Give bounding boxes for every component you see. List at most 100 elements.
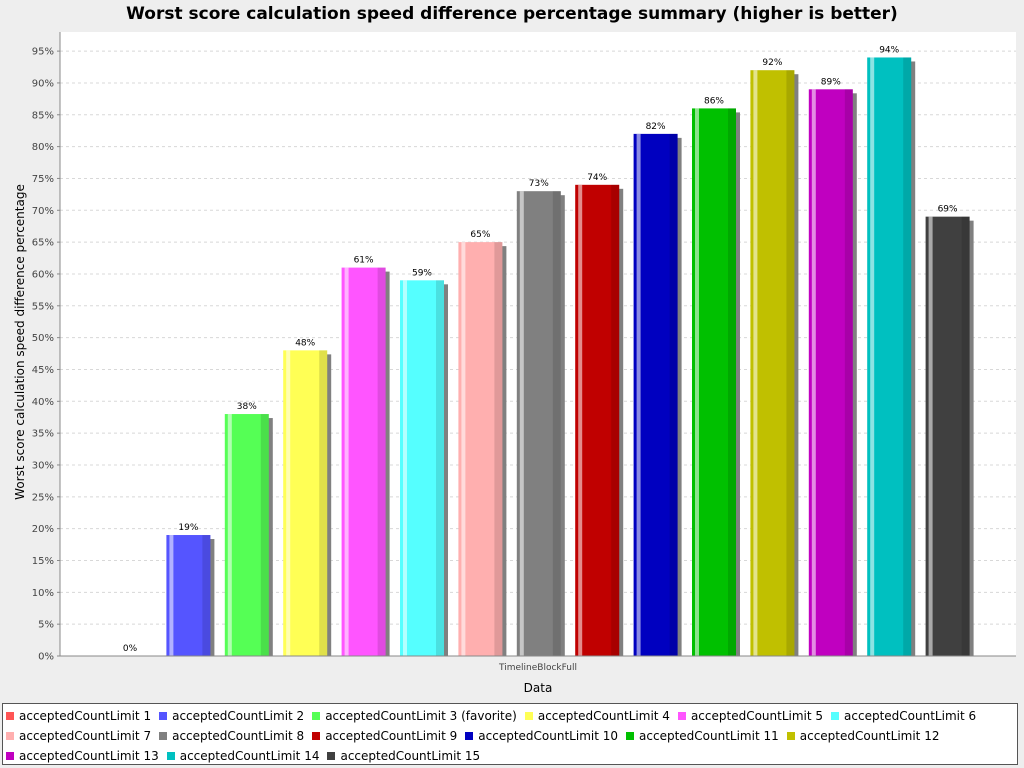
legend-item: acceptedCountLimit 3 (favorite) [312,706,517,726]
bar-edge [844,89,853,656]
chart: Worst score calculation speed difference… [13,4,1016,695]
y-tick-label: 30% [32,460,54,471]
legend-label: acceptedCountLimit 3 (favorite) [325,709,517,723]
legend-label: acceptedCountLimit 10 [478,729,619,743]
legend-swatch [159,712,168,720]
bar-edge [611,184,620,656]
legend-label: acceptedCountLimit 14 [179,749,320,763]
y-axis-ticks: 0% 5% 10% 15% 20% 25% 30% 35% 40% 45% 50% 55% 60% 65%… [32,47,60,663]
legend-label: acceptedCountLimit 7 [19,729,152,743]
legend-label: acceptedCountLimit 5 [690,709,824,723]
y-tick-label: 85% [32,110,54,121]
bar-value-label: 73% [529,179,549,189]
bar-edge [552,191,561,657]
bar [224,414,269,656]
bar-edge [961,216,970,656]
y-tick-label: 70% [32,206,54,217]
y-tick-label: 15% [32,556,54,567]
bar-value-label: 19% [178,523,198,533]
legend-item: acceptedCountLimit 1 [6,706,151,726]
bar-edge [319,350,328,656]
legend-swatch [677,712,686,720]
bar-value-label: 94% [879,45,899,55]
bar-value-label: 69% [938,205,958,215]
legend-item: acceptedCountLimit 7 [6,726,151,746]
legend-item: acceptedCountLimit 12 [786,726,940,746]
bar-value-label: 65% [470,230,490,240]
legend-item: acceptedCountLimit 9 [312,726,457,746]
bar-edge [669,133,678,656]
y-tick-label: 95% [32,47,54,58]
legend-swatch [786,732,795,740]
legend-swatch [6,732,14,740]
bar-value-label: 61% [354,256,374,266]
bar-value-label: 0% [123,644,138,654]
legend-swatch [6,752,14,760]
y-tick-label: 40% [32,397,54,408]
bar-highlight [695,108,699,657]
bar-highlight [870,57,875,657]
bar [516,191,561,657]
bar-highlight [227,414,232,656]
bar-highlight [344,267,349,656]
y-tick-label: 50% [32,333,54,344]
legend-swatch [327,752,336,760]
bar-edge [728,108,736,657]
legend-item: acceptedCountLimit 15 [327,746,480,766]
legend-swatch [159,732,168,740]
legend-item: acceptedCountLimit 6 [831,706,976,726]
bar-value-label: 38% [237,402,257,412]
bar-value-label: 59% [412,268,432,278]
bar-value-label: 48% [295,338,315,348]
legend-label: acceptedCountLimit 8 [172,729,305,743]
y-tick-label: 25% [32,492,54,503]
legend-swatch [831,712,840,720]
legend: acceptedCountLimit 1 acceptedCountLimit 2… [2,703,1018,765]
bar [925,216,970,656]
legend-label: acceptedCountLimit 1 [19,709,152,723]
y-tick-label: 80% [32,142,54,153]
bar-highlight [636,133,641,656]
bar-edge [436,280,444,656]
bar-highlight [519,191,524,657]
bar [808,89,853,656]
bar-highlight [286,350,291,656]
legend-item: acceptedCountLimit 14 [166,746,320,766]
bar-value-label: 82% [646,122,666,132]
bar [867,57,912,657]
bar [166,535,211,656]
bar [400,280,444,656]
legend-label: acceptedCountLimit 11 [639,729,779,743]
y-tick-label: 10% [32,588,54,599]
bar [750,70,795,656]
legend-item: acceptedCountLimit 5 [677,706,824,726]
bar [575,184,620,656]
y-tick-label: 75% [32,174,54,185]
legend-swatch [312,732,321,740]
legend-label: acceptedCountLimit 2 [172,709,305,723]
chart-title: Worst score calculation speed difference… [126,4,898,24]
bar-value-label: 86% [704,96,724,106]
legend-item: acceptedCountLimit 10 [465,726,618,746]
bar-edge [202,535,211,656]
y-tick-label: 0% [38,652,54,663]
x-category-label: TimelineBlockFull [498,663,577,673]
bar-value-label: 92% [762,58,782,68]
bar-value-label: 89% [821,77,841,87]
bar-edge [786,70,795,656]
bar [633,133,678,656]
y-tick-label: 45% [32,365,54,376]
y-tick-label: 60% [32,269,54,280]
legend-label: acceptedCountLimit 4 [537,709,670,723]
bars: 0% 19% 38% 48% 61% 59% 65% 73% 74% 82% 86% 92% 89% 94… [123,45,974,657]
legend-label: acceptedCountLimit 12 [799,729,940,743]
bar [341,267,386,656]
y-tick-label: 35% [32,429,54,440]
bar-highlight [578,184,583,656]
bar-edge [903,57,912,657]
legend-swatch [6,712,14,720]
y-tick-label: 20% [32,524,54,535]
y-tick-label: 55% [32,301,54,312]
legend-item: acceptedCountLimit 13 [6,746,159,766]
legend-item: acceptedCountLimit 2 [159,706,304,726]
